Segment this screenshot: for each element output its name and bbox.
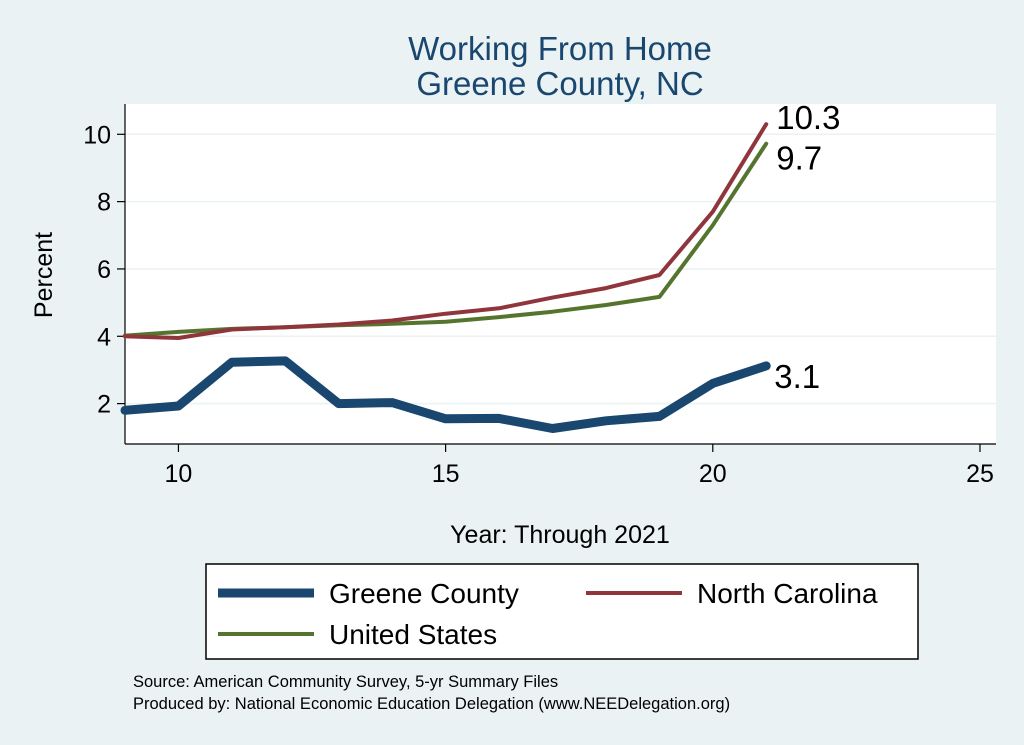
legend-items: Greene County North Carolina United States [218,578,878,650]
y-tick-label: 4 [97,323,111,351]
x-tick-label: 25 [966,460,994,488]
legend-label: North Carolina [697,578,878,609]
y-tick-label: 6 [97,256,111,284]
legend-box [205,563,919,660]
producer-note: Produced by: National Economic Education… [133,695,730,713]
end-labels: 3.1 10.3 9.7 [774,99,840,395]
gridlines [125,133,996,405]
chart-title-group: Working From Home Greene County, NC [408,30,712,102]
source-notes: Source: American Community Survey, 5-yr … [133,673,730,713]
x-axis-label: Year: Through 2021 [450,521,670,549]
legend: Greene County North Carolina United States [205,563,919,660]
end-value-label: 3.1 [774,358,820,395]
series-line-greene-county [120,356,771,433]
chart-subtitle: Greene County, NC [416,65,703,102]
y-tick-label: 8 [97,189,111,217]
legend-label: United States [329,619,497,650]
y-tick-label: 10 [83,121,111,149]
plot-area [125,104,996,444]
series-line-north-carolina [123,122,769,340]
x-tick-label: 15 [432,460,460,488]
end-value-label: 10.3 [776,99,840,136]
x-tick-label: 20 [699,460,727,488]
series-layer [120,122,771,433]
end-value-label: 9.7 [776,140,822,177]
source-note: Source: American Community Survey, 5-yr … [133,673,558,691]
y-axis-label: Percent [30,232,58,318]
x-tick-label: 10 [165,460,193,488]
axes: 2 4 6 8 10 10 15 20 25 [83,104,996,488]
chart-title: Working From Home [408,30,712,67]
y-tick-label: 2 [97,391,111,419]
legend-label: Greene County [329,578,519,609]
